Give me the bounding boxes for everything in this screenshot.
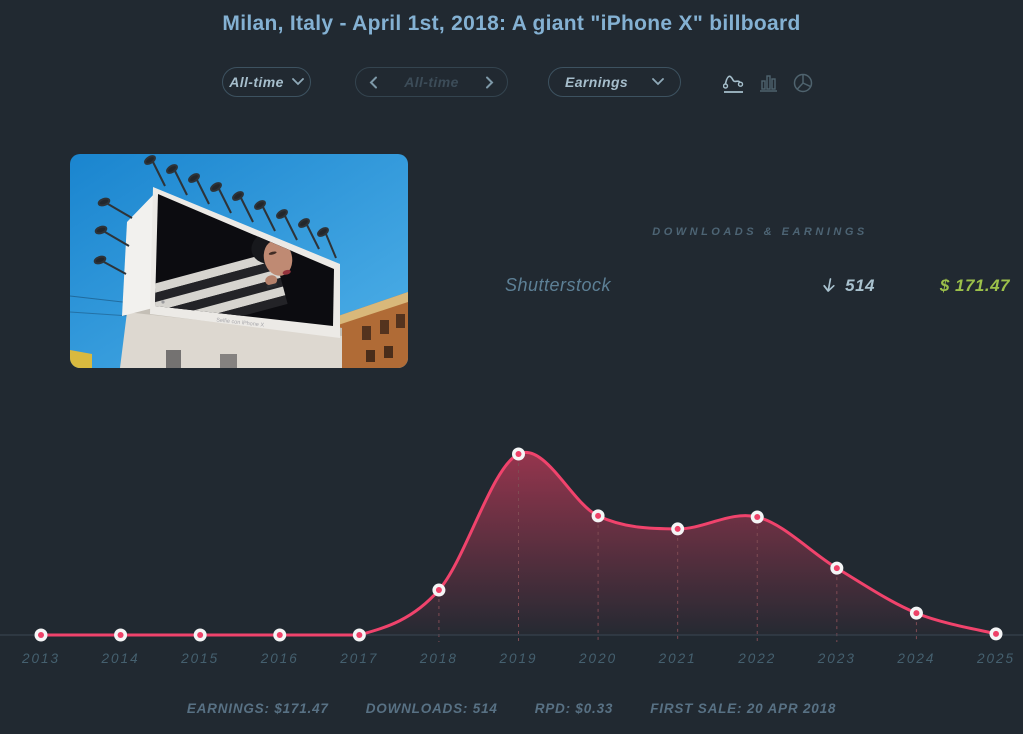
data-point-core (515, 451, 522, 457)
x-tick-label: 2023 (817, 651, 856, 666)
asset-thumbnail[interactable]: Selfie con iPhone X (70, 154, 408, 368)
billboard-lamps (93, 155, 337, 275)
pie-chart-icon[interactable] (792, 71, 814, 94)
download-count: 514 (845, 275, 875, 295)
period-label: All-time (404, 74, 459, 90)
prev-period-icon[interactable] (369, 76, 378, 89)
data-point-core (435, 587, 442, 594)
data-point-core (993, 630, 999, 637)
earnings-panel: DOWNLOADS & EARNINGS Shutterstock 514 $ … (480, 226, 1010, 296)
data-point-core (197, 632, 204, 638)
next-period-icon[interactable] (485, 76, 494, 89)
agency-row[interactable]: Shutterstock 514 $ 171.47 (480, 275, 1010, 296)
billboard-caption: Selfie con iPhone X (216, 317, 265, 328)
period-navigator: All-time (355, 67, 508, 97)
panel-header: DOWNLOADS & EARNINGS (652, 226, 868, 238)
x-tick-label: 2022 (737, 651, 776, 666)
data-point-core (117, 632, 124, 638)
data-point-core (595, 512, 602, 519)
earnings-chart[interactable]: 2013 2014 2015 2016 2017 2018 2019 2020 2021 2022… (0, 420, 1023, 670)
download-arrow-icon (823, 278, 835, 292)
earnings-chart-svg: 2013 2014 2015 2016 2017 2018 2019 2020 2021 2022… (0, 447, 1023, 666)
metric-dropdown[interactable]: Earnings (548, 67, 681, 97)
billboard-photo: Selfie con iPhone X (70, 154, 408, 368)
footer-stat: EARNINGS: $171.47 (186, 701, 329, 716)
bar-chart-icon[interactable] (758, 71, 779, 94)
data-point-core (833, 565, 840, 572)
footer-stat: FIRST SALE: 20 APR 2018 (650, 701, 837, 716)
x-tick-label: 2024 (896, 651, 935, 666)
footer-stat: DOWNLOADS: 514 (365, 701, 498, 716)
x-tick-label: 2014 (101, 651, 140, 666)
area-chart-icon[interactable] (723, 71, 745, 94)
data-point-core (913, 610, 920, 617)
chevron-down-icon (291, 78, 304, 86)
x-tick-label: 2018 (419, 651, 458, 666)
time-range-label: All-time (229, 74, 284, 90)
x-tick-label: 2019 (498, 651, 537, 666)
building (338, 292, 408, 368)
data-point-core (356, 632, 363, 638)
footer-stat: RPD: $0.33 (534, 701, 614, 716)
x-tick-label: 2021 (658, 651, 697, 666)
time-range-dropdown[interactable]: All-time (222, 67, 311, 97)
x-tick-label: 2017 (339, 651, 378, 666)
x-tick-label: 2016 (260, 651, 299, 666)
earnings-value: $ 171.47 (939, 275, 1010, 295)
metric-label: Earnings (565, 74, 629, 90)
page-title: Milan, Italy - April 1st, 2018: A giant … (222, 12, 801, 35)
chart-type-switcher (723, 71, 814, 94)
data-point-core (276, 632, 283, 638)
agency-name: Shutterstock (505, 275, 612, 295)
chevron-down-icon (652, 78, 664, 86)
x-tick-label: 2013 (21, 651, 60, 666)
x-tick-label: 2020 (578, 651, 617, 666)
data-point-core (674, 525, 681, 532)
data-point-core (38, 632, 44, 638)
downloads-group: 514 (822, 276, 875, 296)
data-point-core (754, 514, 761, 521)
x-tick-label: 2015 (180, 651, 219, 666)
footer-stats: EARNINGS: $171.47 DOWNLOADS: 514 RPD: $0.3… (0, 701, 1023, 716)
x-tick-label: 2025 (976, 651, 1015, 666)
